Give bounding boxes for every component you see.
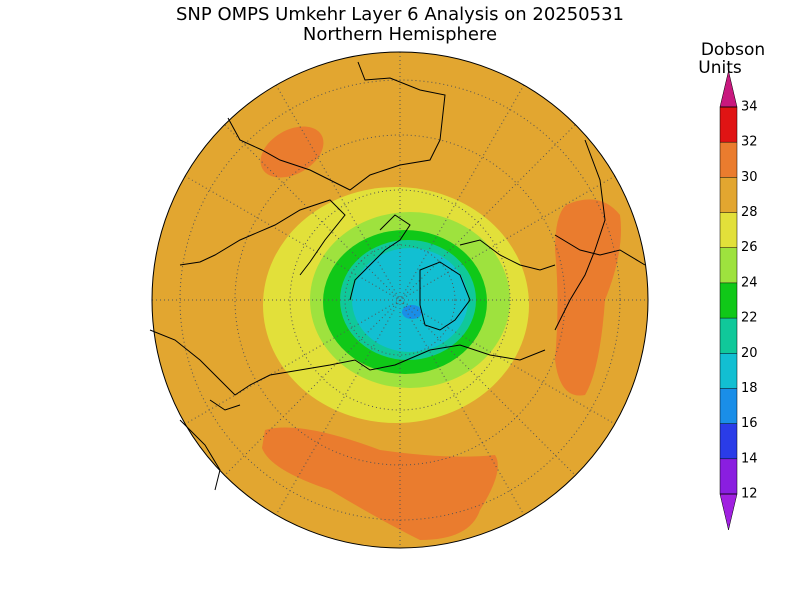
colorbar-bin bbox=[720, 353, 737, 389]
colorbar-bin bbox=[720, 458, 737, 494]
colorbar-bin bbox=[720, 318, 737, 354]
coastlines bbox=[149, 61, 646, 491]
colorbar-tick-label: 32 bbox=[741, 135, 758, 150]
field-30-32 bbox=[260, 126, 324, 178]
colorbar-under bbox=[719, 493, 738, 531]
colorbar-bin bbox=[720, 177, 737, 213]
colorbar-label: Units bbox=[698, 58, 742, 78]
colorbar: 12 14 16 18 20 22 24 26 28 30 32 34 bbox=[719, 70, 758, 531]
colorbar-tick-label: 24 bbox=[741, 275, 758, 290]
colorbar-tick-label: 30 bbox=[741, 170, 758, 185]
colorbar-bin bbox=[720, 247, 737, 283]
colorbar-tick-label: 16 bbox=[741, 416, 758, 431]
field-18-20 bbox=[352, 248, 468, 352]
field-30-32 bbox=[262, 427, 498, 540]
colorbar-tick-label: 14 bbox=[741, 451, 758, 466]
map-border bbox=[151, 51, 649, 549]
colorbar-tick-label: 18 bbox=[741, 381, 758, 396]
colorbar-bin bbox=[720, 142, 737, 178]
colorbar-bin bbox=[720, 107, 737, 143]
colorbar-tick-label: 26 bbox=[741, 240, 758, 255]
colorbar-bin bbox=[720, 212, 737, 248]
colorbar-tick-label: 34 bbox=[741, 100, 758, 115]
colorbar-bin bbox=[720, 423, 737, 459]
graticule bbox=[152, 52, 648, 548]
field-30-32 bbox=[555, 199, 621, 396]
colorbar-tick-label: 12 bbox=[741, 487, 758, 502]
colorbar-tick-label: 20 bbox=[741, 346, 758, 361]
title: SNP OMPS Umkehr Layer 6 Analysis on 2025… bbox=[176, 4, 624, 25]
colorbar-tick-label: 22 bbox=[741, 311, 758, 326]
colorbar-label: Dobson bbox=[701, 40, 765, 60]
colorbar-tick-label: 28 bbox=[741, 205, 758, 220]
subtitle: Northern Hemisphere bbox=[303, 24, 497, 45]
colorbar-bin bbox=[720, 388, 737, 424]
colorbar-bin bbox=[720, 282, 737, 319]
